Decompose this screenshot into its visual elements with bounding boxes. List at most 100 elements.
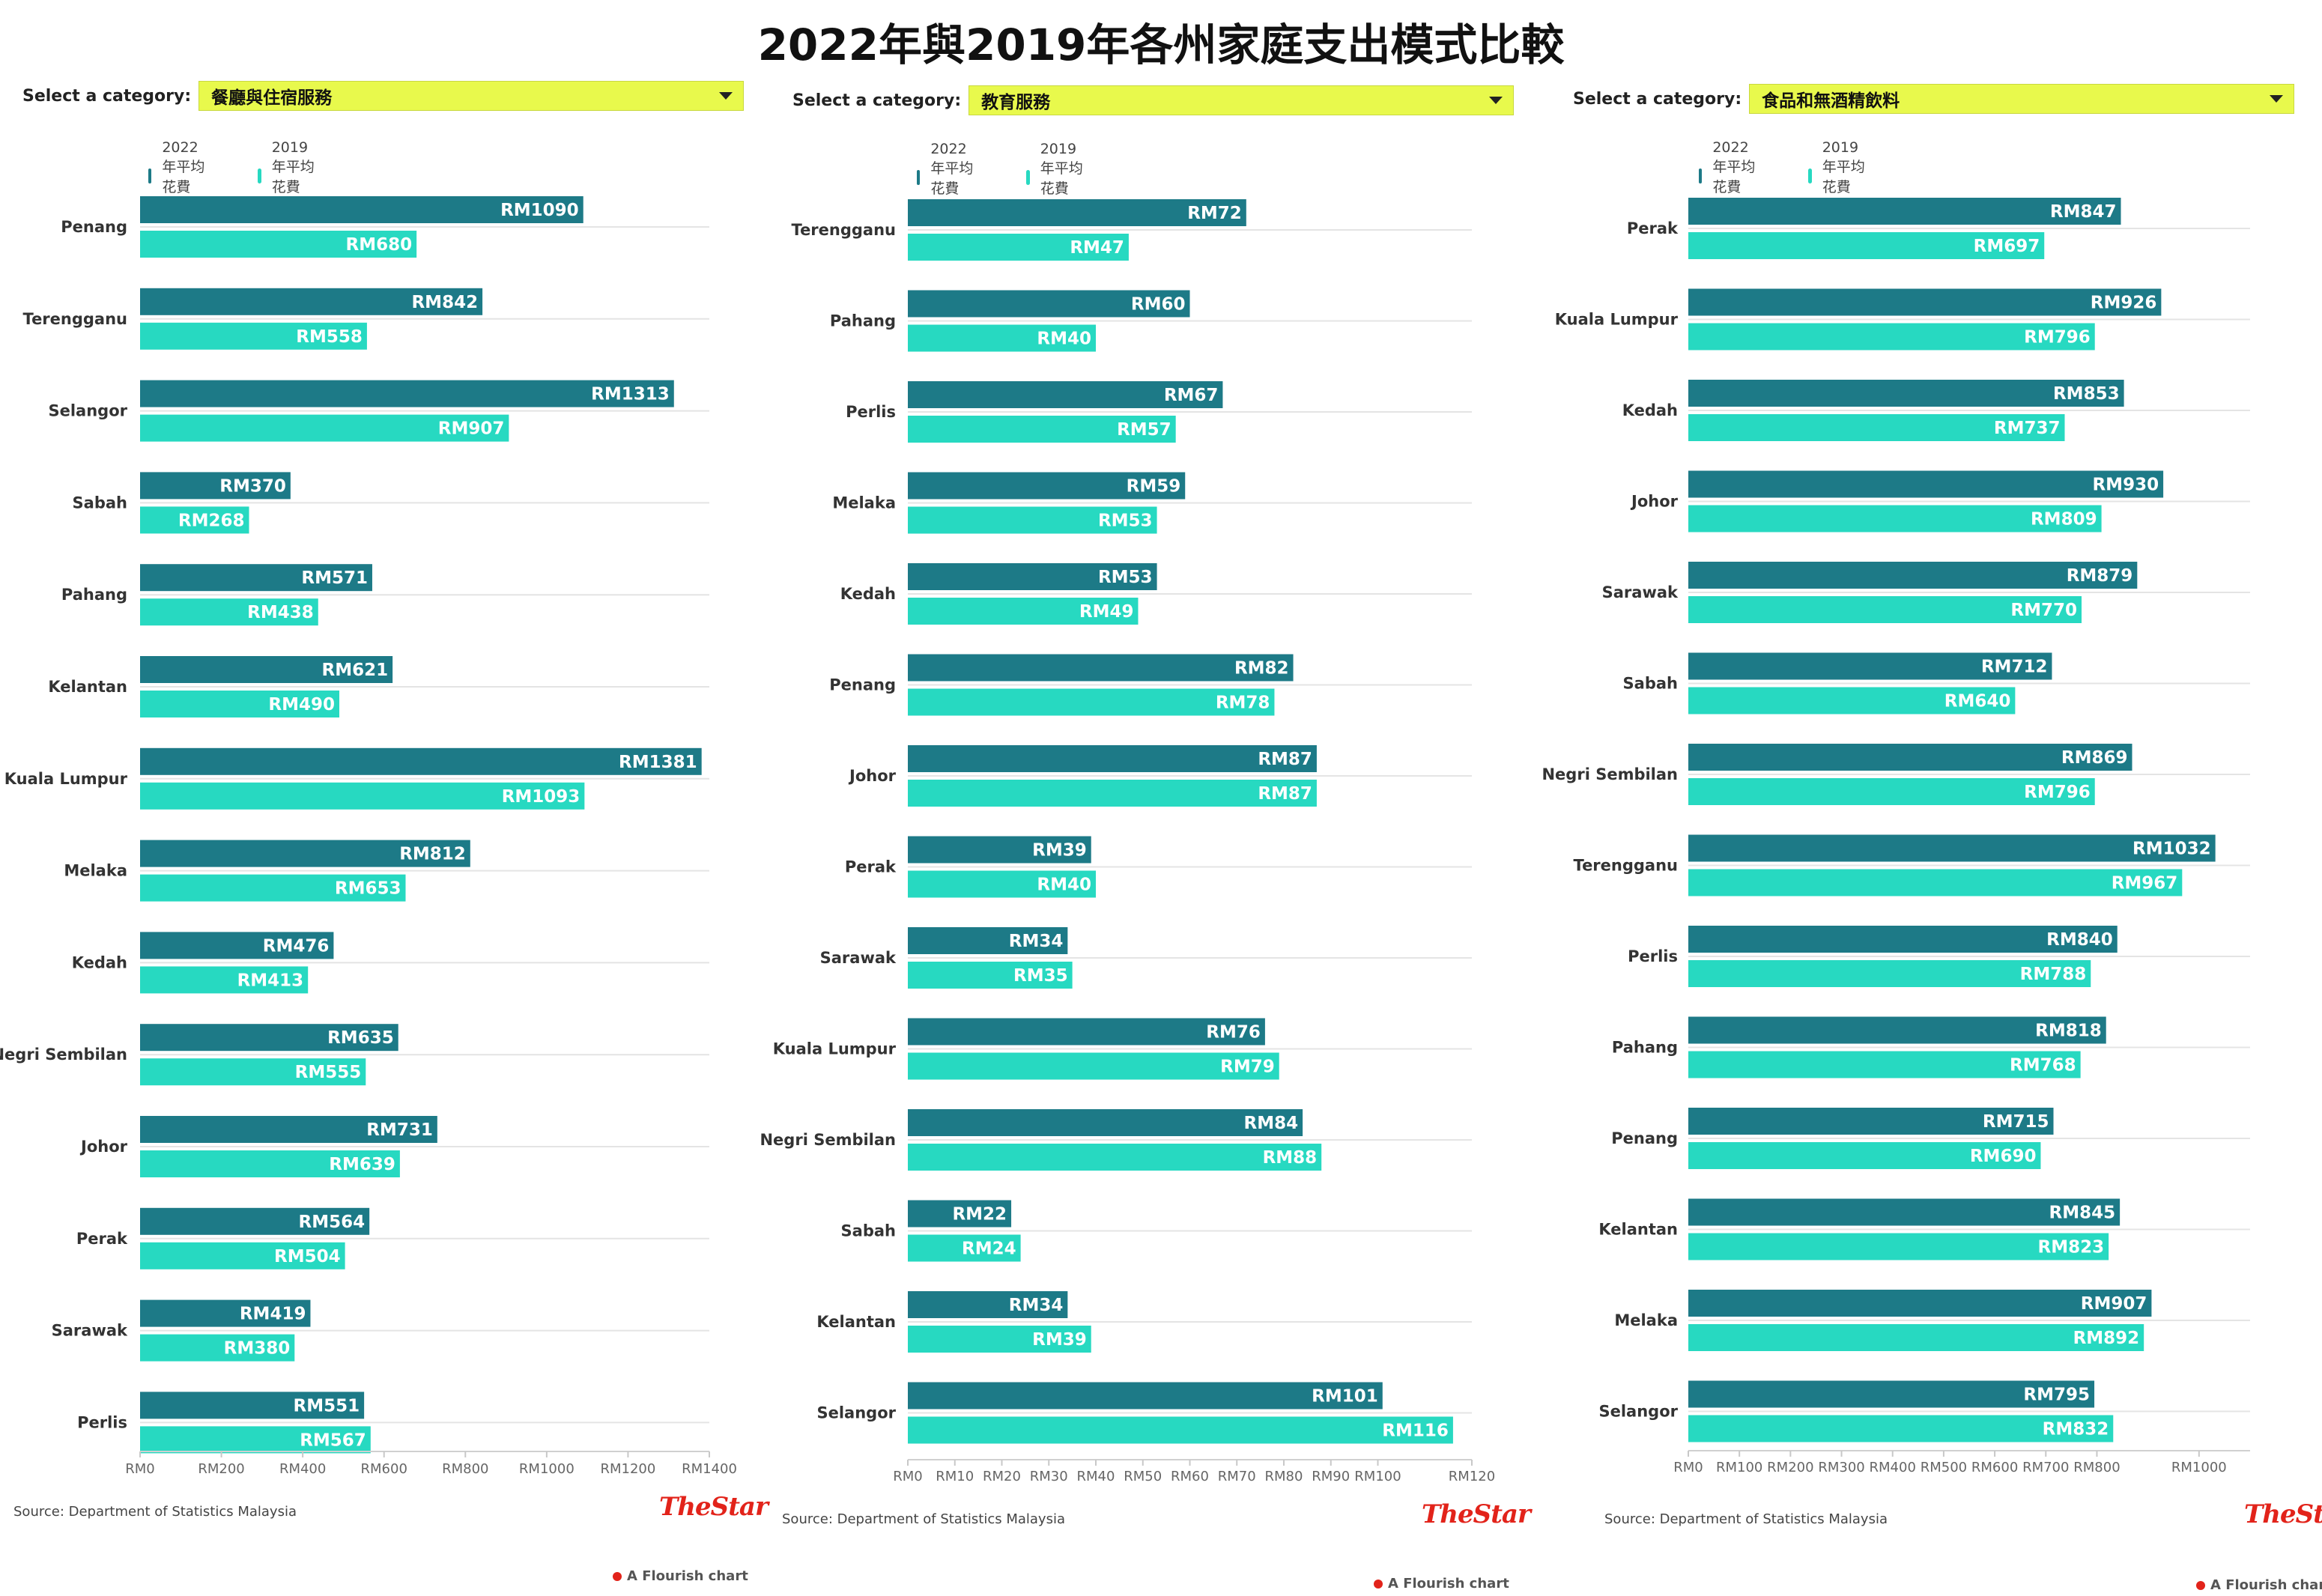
- bar-value-label: RM818: [2035, 1022, 2102, 1041]
- bar-value-label: RM840: [2046, 930, 2113, 950]
- flourish-credit[interactable]: A Flourish chart: [1374, 1576, 1509, 1592]
- category-label: Penang: [61, 218, 127, 236]
- bar-value-label: RM571: [301, 568, 368, 588]
- bar-value-label: RM770: [2010, 601, 2077, 620]
- x-tick-label: RM800: [442, 1461, 488, 1477]
- bar-2022: [140, 1299, 311, 1327]
- bar-2022: [140, 196, 583, 223]
- bar-value-label: RM809: [2031, 510, 2097, 530]
- category-label: Perlis: [77, 1413, 127, 1431]
- bar-2019: [908, 234, 1129, 261]
- category-label: Kelantan: [48, 678, 127, 696]
- category-dropdown-3[interactable]: 食品和無酒精飲料: [1749, 84, 2295, 114]
- source-note: Source: Department of Statistics Malaysi…: [782, 1511, 1065, 1527]
- bar-2022: [908, 1291, 1068, 1318]
- bar-2019: [1688, 1324, 2144, 1351]
- bar-value-label: RM926: [2091, 294, 2157, 313]
- category-label: Melaka: [832, 494, 896, 512]
- select-label: Select a category:: [22, 86, 192, 106]
- bar-2019: [908, 688, 1275, 716]
- bar-value-label: RM823: [2038, 1238, 2105, 1257]
- bar-2019: [140, 1334, 295, 1362]
- category-label: Sarawak: [1602, 583, 1679, 601]
- chevron-down-icon: [2270, 95, 2284, 103]
- bar-value-label: RM712: [1981, 658, 2048, 677]
- bar-2019: [908, 870, 1096, 898]
- bar-2022: [1688, 562, 2138, 589]
- category-dropdown-2[interactable]: 教育服務: [968, 85, 1515, 115]
- category-label: Kuala Lumpur: [773, 1040, 897, 1058]
- bar-2019: [1688, 323, 2095, 351]
- bar-2022: [1688, 744, 2132, 771]
- category-dropdown-value: 教育服務: [981, 93, 1051, 112]
- bar-value-label: RM53: [1098, 568, 1153, 587]
- bar-value-label: RM40: [1037, 876, 1091, 895]
- bar-value-label: RM34: [1009, 1296, 1064, 1315]
- bar-value-label: RM39: [1032, 841, 1087, 861]
- category-label: Perak: [845, 858, 897, 876]
- x-tick-label: RM70: [1218, 1469, 1256, 1484]
- bar-value-label: RM737: [1994, 419, 2061, 438]
- bar-value-label: RM79: [1220, 1058, 1275, 1077]
- bar-value-label: RM812: [399, 845, 466, 864]
- category-label: Kelantan: [816, 1313, 896, 1331]
- x-tick-label: RM1200: [600, 1461, 655, 1477]
- bar-2019: [140, 691, 339, 717]
- bar-value-label: RM438: [247, 603, 314, 622]
- category-label: Negri Sembilan: [0, 1046, 127, 1064]
- category-label: Selangor: [1598, 1403, 1678, 1421]
- bar-2019: [140, 231, 417, 258]
- bar-value-label: RM697: [1974, 237, 2040, 256]
- x-tick-label: RM0: [125, 1461, 155, 1477]
- category-label: Johor: [1630, 493, 1679, 511]
- bar-chart-2: Terengganu RM72 RM47 Pahang RM60 RM40 Perlis RM…: [760, 199, 1495, 1484]
- bar-value-label: RM788: [2020, 965, 2087, 984]
- legend-swatch-2022: [1699, 169, 1703, 183]
- flourish-credit[interactable]: A Flourish chart: [2196, 1577, 2322, 1593]
- bar-value-label: RM82: [1234, 659, 1289, 679]
- bar-2019: [1688, 960, 2091, 987]
- bar-value-label: RM24: [962, 1240, 1016, 1259]
- x-tick-label: RM0: [893, 1469, 923, 1484]
- bar-2022: [140, 656, 393, 683]
- x-tick-label: RM0: [1673, 1460, 1703, 1475]
- bar-2022: [140, 1024, 398, 1052]
- category-label: Negri Sembilan: [1542, 765, 1678, 783]
- bar-value-label: RM67: [1164, 386, 1219, 405]
- bar-2022: [1688, 1198, 2121, 1226]
- x-tick-label: RM90: [1312, 1469, 1350, 1484]
- bar-2022: [1688, 288, 2162, 316]
- bar-value-label: RM635: [327, 1028, 394, 1048]
- bar-2019: [1688, 1415, 2114, 1442]
- bar-value-label: RM76: [1206, 1023, 1261, 1043]
- legend-swatch-2022: [917, 170, 921, 185]
- category-dropdown-1[interactable]: 餐廳與住宿服務: [198, 81, 745, 111]
- category-label: Melaka: [1614, 1311, 1678, 1329]
- x-tick-label: RM400: [1870, 1460, 1916, 1475]
- x-tick-label: RM50: [1124, 1469, 1162, 1484]
- bar-value-label: RM768: [2010, 1056, 2076, 1075]
- bar-value-label: RM78: [1216, 694, 1270, 713]
- bar-value-label: RM88: [1263, 1148, 1318, 1168]
- bar-value-label: RM967: [2112, 874, 2178, 893]
- the-star-logo: TheStar: [659, 1492, 769, 1522]
- bar-2019: [1688, 505, 2102, 532]
- bar-2019: [908, 506, 1157, 534]
- x-tick-label: RM600: [361, 1461, 407, 1477]
- flourish-credit[interactable]: A Flourish chart: [613, 1568, 748, 1584]
- bar-2022: [908, 836, 1091, 864]
- category-label: Pahang: [830, 312, 896, 330]
- bar-value-label: RM419: [240, 1305, 306, 1324]
- bar-2022: [1688, 1016, 2106, 1044]
- bar-2022: [140, 288, 483, 315]
- x-tick-label: RM200: [1767, 1460, 1813, 1475]
- category-label: Penang: [1611, 1129, 1678, 1147]
- x-tick-label: RM700: [2022, 1460, 2069, 1475]
- bar-2019: [140, 322, 367, 350]
- bar-value-label: RM39: [1032, 1330, 1087, 1350]
- bar-value-label: RM796: [2024, 783, 2091, 802]
- category-label: Melaka: [64, 862, 127, 880]
- x-tick-label: RM120: [1449, 1469, 1495, 1484]
- bar-value-label: RM370: [219, 476, 286, 496]
